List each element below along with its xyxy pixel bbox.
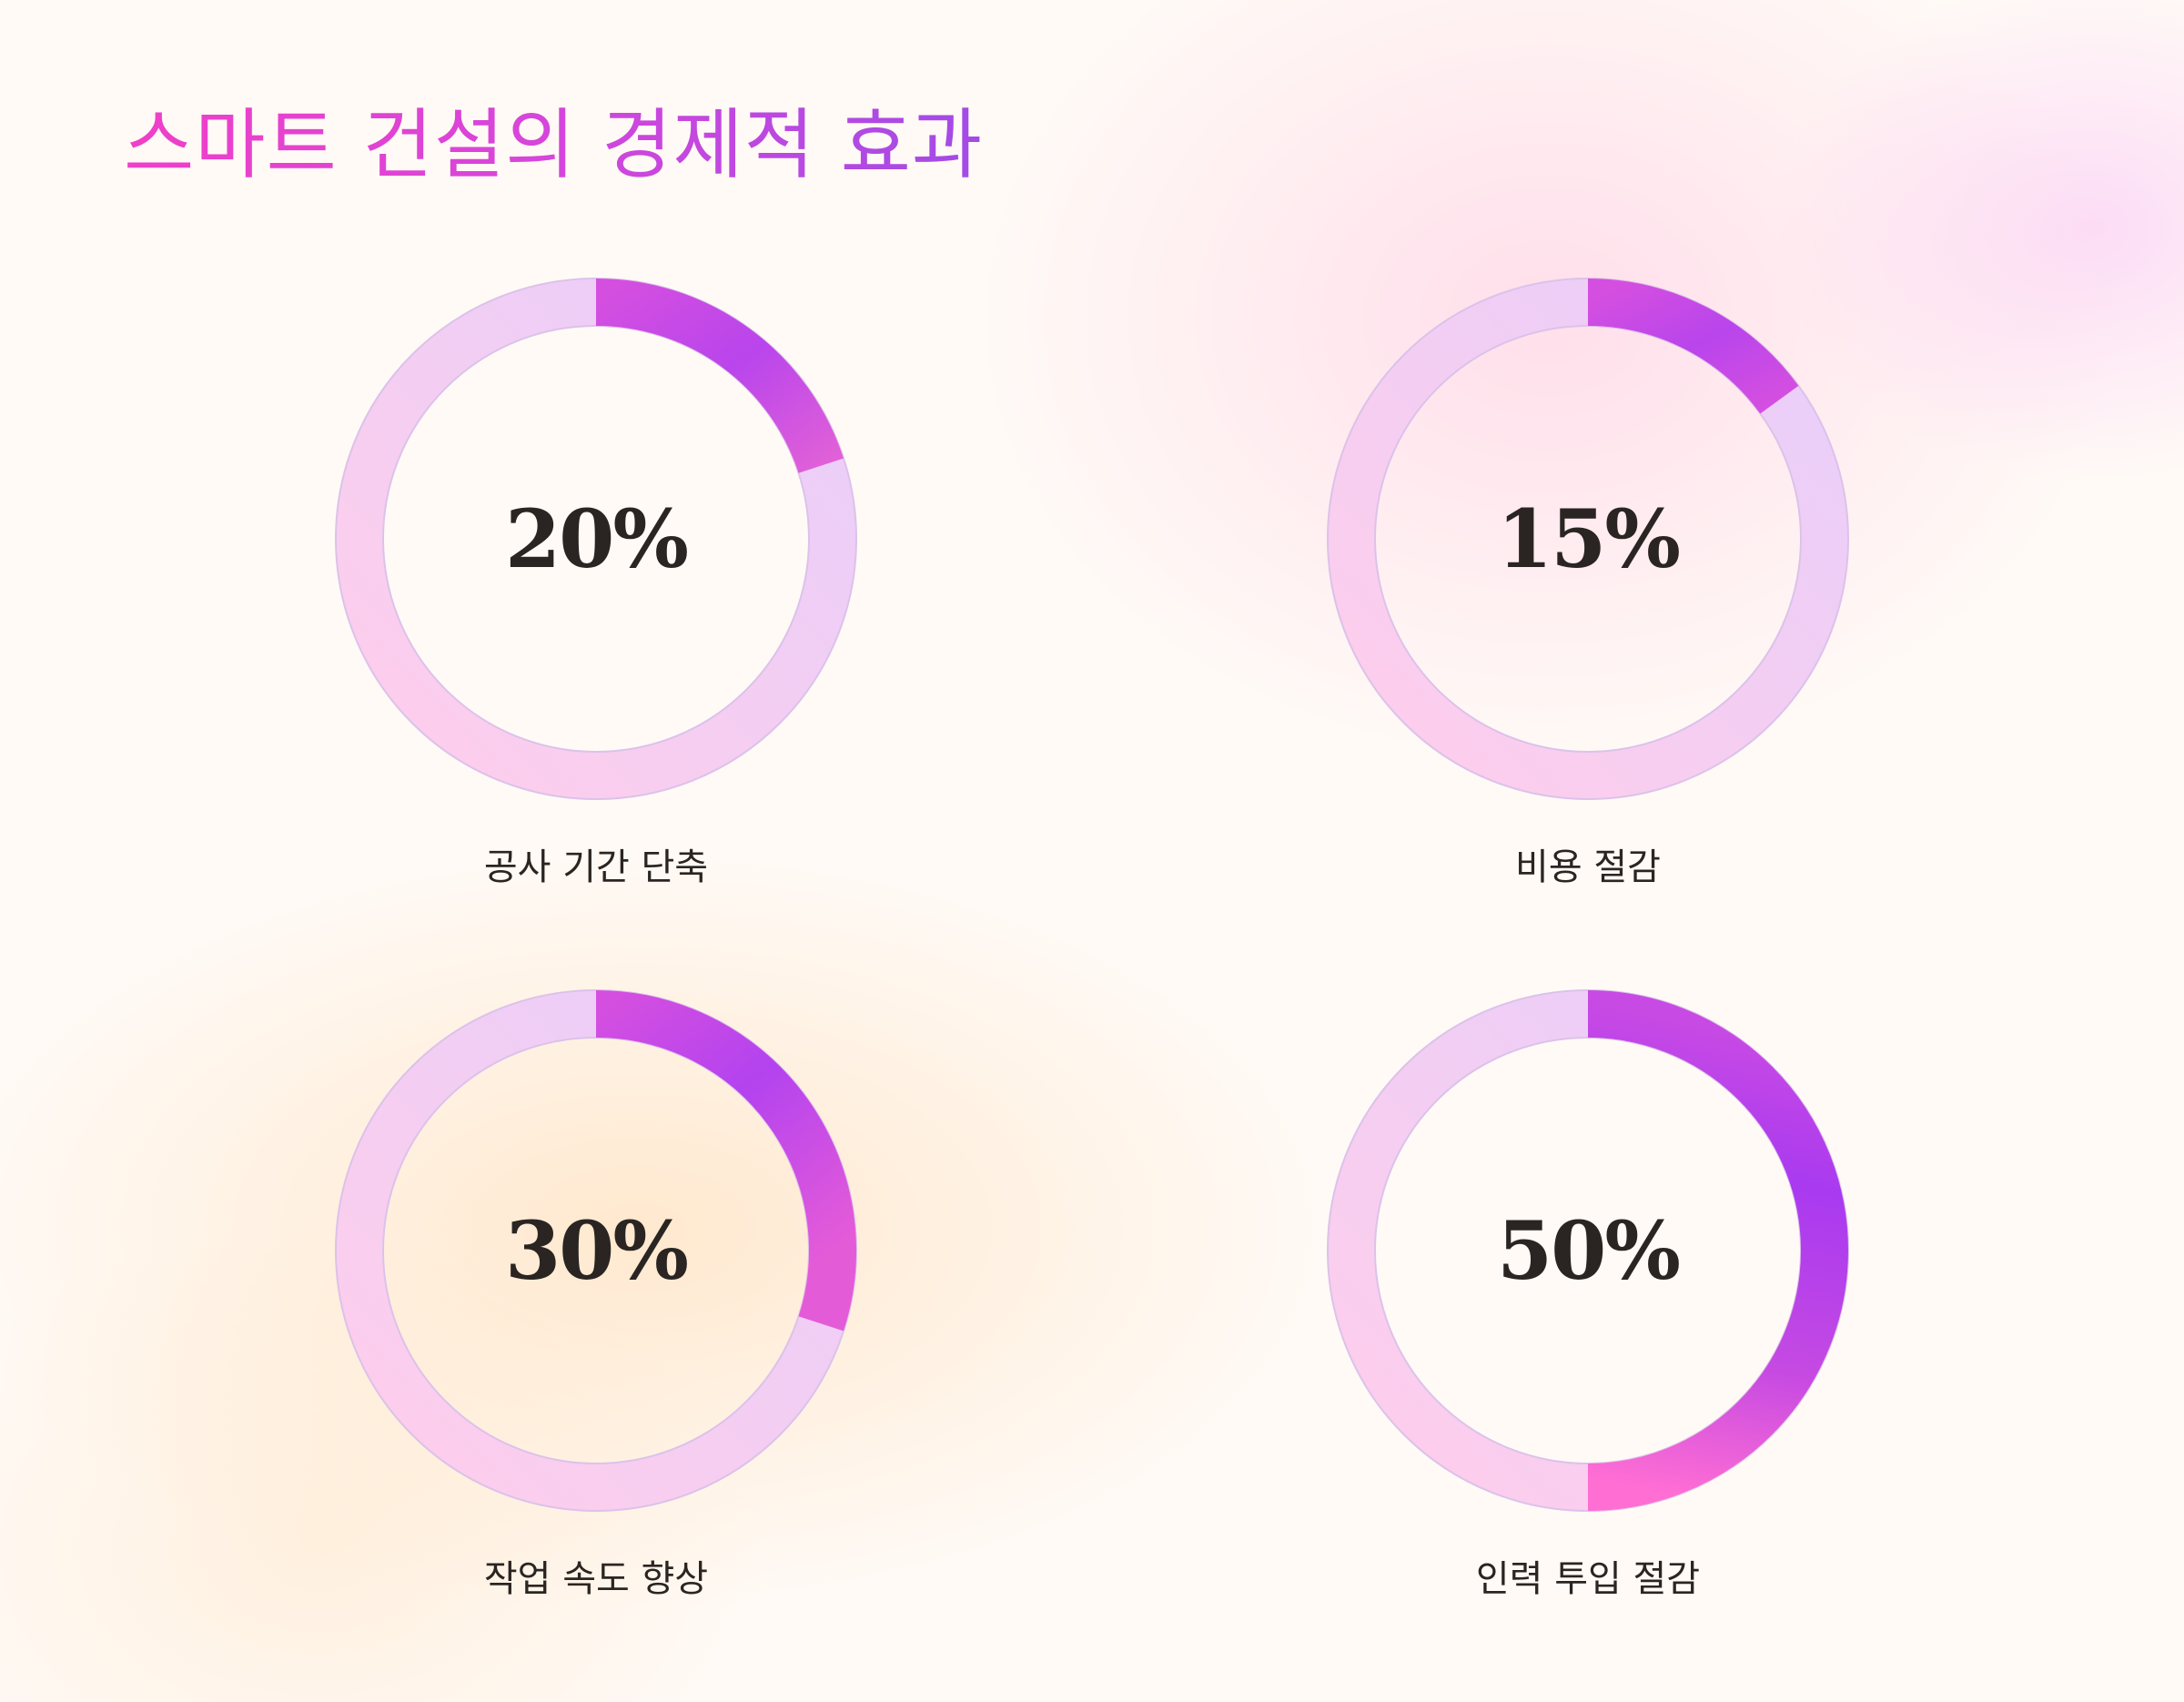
page-title: 스마트 건설의 경제적 효과 [124,84,983,194]
donut-category-label: 비용 절감 [1515,846,1661,888]
donut-svg [1327,989,1849,1512]
donut-chart-4: 50% [1315,978,1861,1524]
donut-svg [335,989,857,1512]
donut-value-arc [1587,279,1799,414]
donut-category-label: 공사 기간 단축 [483,846,709,888]
donut-chart-2: 15% [1315,266,1861,812]
donut-svg [1327,278,1849,800]
donut-value-label: 15% [1496,491,1681,586]
donut-chart-1: 20% [323,266,869,812]
donut-value-arc [595,279,844,474]
donut-category-label: 작업 속도 향상 [483,1558,709,1600]
donut-chart-3: 30% [323,978,869,1524]
donut-value-arc [595,990,856,1332]
donut-value-label: 50% [1496,1203,1681,1298]
donut-value-label: 20% [504,491,689,586]
donut-svg [335,278,857,800]
donut-value-label: 30% [504,1203,689,1298]
donut-value-arc [1587,990,1848,1511]
donut-category-label: 인력 투입 절감 [1475,1558,1701,1600]
